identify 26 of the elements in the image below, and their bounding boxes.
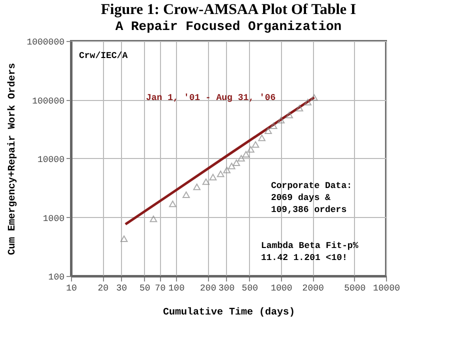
annotation: Crw/IEC/A [79,51,128,61]
x-tick-label: 50 [139,284,150,294]
y-axis-title: Cum Emergency+Repair Work Orders [6,62,19,256]
x-tick-label: 200 [200,284,216,294]
y-tick-label: 1000000 [26,38,64,48]
x-tick-label: 500 [242,284,258,294]
y-tick-label: 10000 [37,155,64,165]
x-tick-label: 30 [116,284,128,294]
y-tick-label: 1000 [42,214,64,224]
x-tick-label: 10000 [372,284,400,294]
annotation: Lambda Beta Fit-p% 11.42 1.201 <10! [261,241,359,263]
x-tick-label: 300 [218,284,235,294]
x-tick-label: 20 [98,284,109,294]
x-tick-label: 10 [66,284,77,294]
x-tick-label: 100 [168,284,185,294]
y-tick-label: 100000 [32,96,64,106]
x-tick-label: 70 [154,284,166,294]
chart-subtitle: A Repair Focused Organization [115,19,342,34]
x-tick-label: 1000 [270,284,292,294]
chart-title: Figure 1: Crow-AMSAA Plot Of Table I [100,2,356,18]
x-tick-label: 5000 [344,284,366,294]
x-axis-title: Cumulative Time (days) [162,306,296,318]
x-tick-label: 2000 [302,284,324,294]
y-tick-label: 100 [48,272,64,282]
annotation: Jan 1, '01 - Aug 31, '06 [146,93,276,103]
annotation: Corporate Data: 2069 days & 109,386 orders [271,181,352,215]
